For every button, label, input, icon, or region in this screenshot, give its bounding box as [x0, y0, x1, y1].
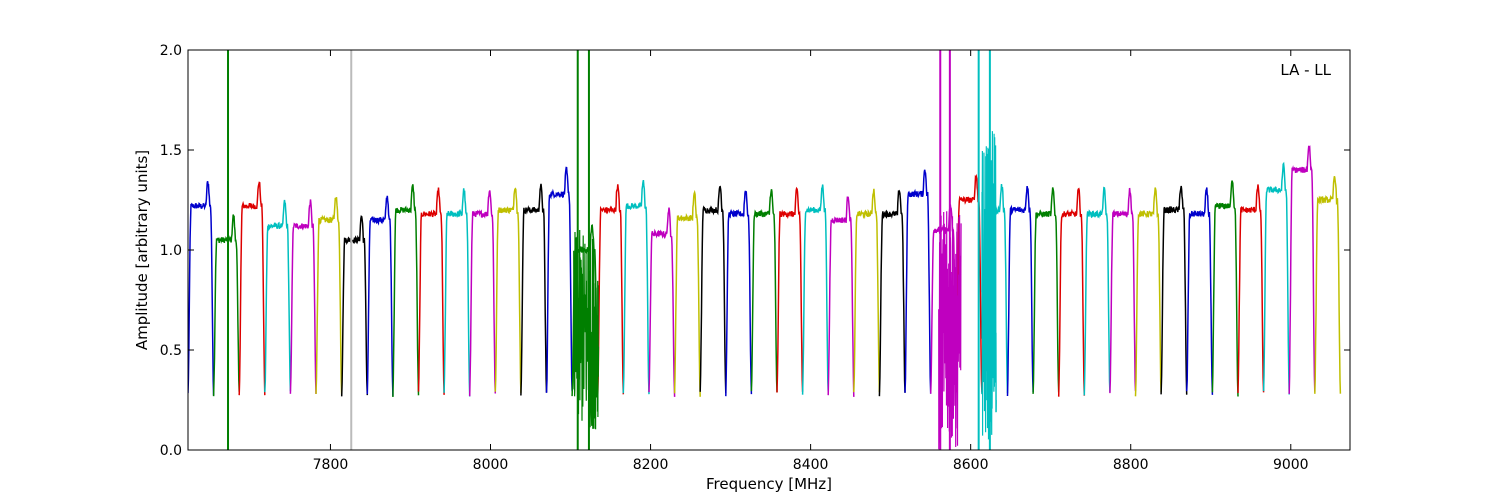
channel-line: [1211, 180, 1239, 397]
y-axis-label: Amplitude [arbitrary units]: [133, 150, 151, 350]
series-layer: [188, 50, 1342, 450]
x-tick-label: 9000: [1273, 457, 1309, 473]
channel-line: [1160, 185, 1188, 395]
channel-line: [366, 195, 394, 397]
channel-line: [596, 184, 625, 397]
channel-line: [725, 190, 753, 397]
channel-line: [188, 181, 215, 396]
x-tick-label: 7800: [313, 457, 349, 473]
channel-line: [750, 189, 778, 393]
channel-line: [494, 187, 522, 393]
channel-line: [1185, 187, 1214, 395]
channel-line: [699, 185, 727, 394]
y-tick-label: 0.5: [160, 343, 182, 359]
x-tick-label: 8600: [953, 457, 989, 473]
channel-line: [853, 188, 881, 393]
channel-line: [673, 189, 701, 397]
channel-line: [878, 189, 906, 397]
channel-line: [520, 183, 548, 396]
channel-line: [238, 181, 266, 396]
y-tick-label: 2.0: [160, 43, 182, 59]
channel-line: [904, 169, 932, 394]
x-tick-label: 8800: [1113, 457, 1149, 473]
channel-line: [264, 199, 292, 393]
plot-annotation: LA - LL: [1280, 61, 1331, 79]
channel-line: [1006, 185, 1034, 397]
channel-line: [1057, 187, 1086, 397]
channel-line: [776, 186, 804, 393]
channel-line: [212, 214, 240, 397]
axis-layer: 7800 8000 8200 8400 8600 8800 9000 0.0 0.5 1.0 1.5…: [160, 43, 1350, 473]
channel-line: [315, 197, 343, 396]
channel-line: [1109, 187, 1137, 394]
channel-line: [1032, 187, 1060, 394]
channel-line: [392, 184, 420, 398]
y-tick-label: 0.0: [160, 443, 182, 459]
channel-line: [801, 184, 829, 395]
channel-line: [955, 173, 983, 393]
channel-line: [622, 179, 650, 395]
channel-line: [1314, 176, 1342, 394]
x-tick-label: 8200: [633, 457, 669, 473]
channel-line: [1134, 187, 1162, 397]
x-tick-label: 8000: [473, 457, 509, 473]
y-tick-label: 1.0: [160, 243, 182, 259]
channel-line: [1237, 184, 1265, 394]
channel-line: [1083, 186, 1111, 396]
channel-line: [443, 188, 471, 397]
channel-line: [1288, 145, 1316, 394]
channel-line: [1262, 161, 1290, 395]
channel-line: [340, 215, 369, 397]
channel-line: [545, 166, 573, 393]
y-tick-label: 1.5: [160, 143, 182, 159]
x-axis-label: Frequency [MHz]: [706, 475, 832, 493]
x-tick-label: 8400: [793, 457, 829, 473]
channel-line: [417, 187, 445, 395]
channel-line: [827, 196, 855, 397]
channel-line: [289, 199, 317, 394]
channel-line: [468, 190, 497, 397]
channel-line: [648, 207, 676, 397]
